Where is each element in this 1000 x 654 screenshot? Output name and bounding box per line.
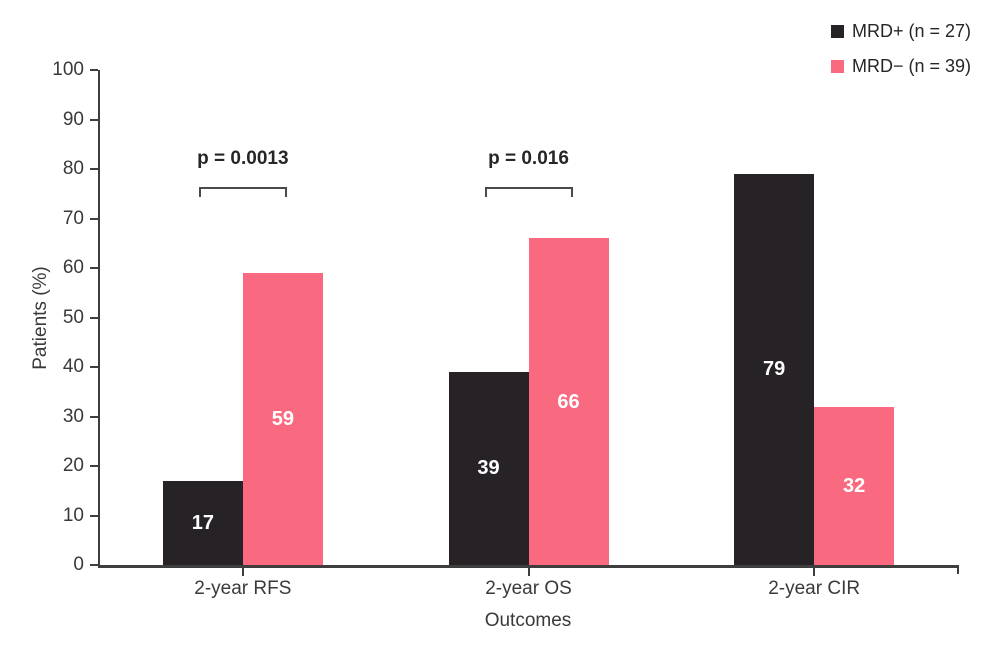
bar-value-label: 17 [191, 511, 214, 534]
x-axis-end-tick [957, 565, 959, 574]
y-axis-tick [90, 564, 98, 566]
bar-value-label: 39 [477, 457, 500, 480]
bar-value-label: 66 [557, 390, 580, 413]
y-axis-tick [90, 465, 98, 467]
y-tick-label: 70 [62, 207, 84, 229]
y-axis-tick [90, 267, 98, 269]
x-axis-line [98, 565, 959, 568]
y-axis-tick [90, 316, 98, 319]
bar-MRD+-2-year RFS [162, 480, 243, 565]
bar-MRD--2-year RFS [242, 272, 323, 565]
significance-bracket [484, 187, 573, 197]
bar-MRD+-2-year CIR [734, 173, 815, 565]
x-axis-title: Outcomes [484, 610, 572, 631]
y-axis-tick [90, 217, 98, 220]
x-tick-label: 2-year OS [485, 578, 572, 599]
legend-swatch-mrd-positive [831, 25, 844, 38]
p-value-label: p = 0.0013 [197, 148, 289, 169]
y-tick-label: 30 [62, 405, 84, 427]
y-tick-label: 0 [73, 554, 84, 575]
y-axis-tick [90, 366, 98, 368]
x-axis-tick [813, 568, 816, 576]
x-tick-label: 2-year RFS [194, 578, 292, 599]
x-axis-tick [241, 568, 244, 576]
y-axis-tick [90, 514, 98, 517]
y-axis-line [98, 70, 100, 568]
bar-value-label: 79 [763, 358, 786, 381]
y-tick-label: 90 [62, 108, 84, 130]
y-tick-label: 20 [62, 455, 84, 476]
y-tick-label: 80 [62, 158, 84, 179]
bar-MRD--2-year OS [528, 238, 609, 565]
y-axis-tick [90, 168, 98, 170]
legend: MRD+ (n = 27) MRD− (n = 39) [831, 21, 971, 91]
y-tick-label: 10 [62, 504, 84, 526]
y-axis-tick [90, 69, 98, 71]
x-axis-tick [527, 568, 530, 576]
bar-MRD+-2-year OS [448, 371, 529, 565]
legend-label-mrd-negative: MRD− (n = 39) [852, 56, 972, 76]
legend-label-mrd-positive: MRD+ (n = 27) [852, 21, 972, 41]
legend-swatch-mrd-negative [831, 60, 844, 73]
p-value-label: p = 0.016 [488, 148, 569, 169]
bar-value-label: 59 [271, 407, 294, 430]
x-tick-label: 2-year CIR [768, 578, 861, 599]
bar-value-label: 32 [843, 474, 866, 497]
y-tick-label: 100 [52, 59, 84, 80]
legend-item-mrd-positive: MRD+ (n = 27) [831, 21, 971, 42]
legend-item-mrd-negative: MRD− (n = 39) [831, 56, 971, 77]
y-tick-label: 50 [62, 306, 84, 328]
y-axis-tick [90, 118, 98, 121]
significance-bracket [198, 187, 287, 197]
y-tick-label: 40 [62, 356, 84, 377]
y-tick-label: 60 [62, 257, 84, 278]
y-axis-tick [90, 415, 98, 418]
bar-MRD--2-year CIR [814, 406, 895, 565]
